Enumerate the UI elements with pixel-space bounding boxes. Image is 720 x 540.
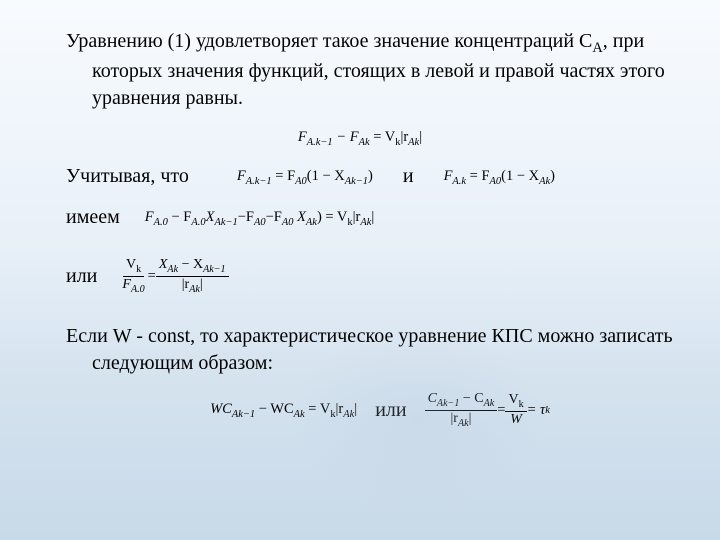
- we-have-line: имеем FA.0 − FA.0XAk−1−FA0−FA0 XAk) = Vk…: [40, 204, 680, 231]
- paragraph-1: Уравнению (1) удовлетворяет такое значен…: [40, 28, 680, 112]
- p2a: Учитывая, что: [66, 165, 189, 187]
- final-equation-row: WCAk−1 − WCAk = Vk|rAk| или CAk−1 − CAk …: [40, 391, 680, 429]
- p4: или: [66, 263, 97, 290]
- or-line-1: или Vk FA.0 = XAk − XAk−1 |rAk|: [40, 257, 680, 295]
- p3: имеем: [66, 206, 120, 228]
- p1-sub: А: [592, 40, 602, 56]
- equation-1: FA.k−1 − FAk = Vk|rAk|: [298, 129, 422, 148]
- p2and: и: [403, 165, 414, 187]
- considering-line: Учитывая, что FA.k−1 = FA0(1 − XAk−1) и …: [40, 163, 680, 190]
- frac-vk-fa0: Vk FA.0: [119, 257, 147, 295]
- equation-4: FA.0 − FA.0XAk−1−FA0−FA0 XAk) = Vk|rAk|: [145, 208, 375, 230]
- frac-x-diff: XAk − XAk−1 |rAk|: [156, 257, 229, 295]
- equation-3: FA.k = FA0(1 − XAk): [444, 167, 555, 189]
- equation-2: FA.k−1 = FA0(1 − XAk−1): [237, 167, 373, 189]
- frac-vk-w: Vk W: [505, 392, 526, 427]
- frac-c-diff: CAk−1 − CAk |rAk|: [425, 391, 498, 429]
- equation-6: WCAk−1 − WCAk = Vk|rAk|: [210, 401, 357, 420]
- paragraph-w-const: Если W - const, то характеристическое ур…: [40, 323, 680, 377]
- p6: или: [375, 399, 406, 422]
- equation-7: CAk−1 − CAk |rAk| = Vk W = τk: [425, 391, 550, 429]
- p5: Если W - const, то характеристическое ур…: [66, 325, 673, 374]
- p1-text-a: Уравнению (1) удовлетворяет такое значен…: [66, 30, 592, 52]
- equation-1-row: FA.k−1 − FAk = Vk|rAk|: [40, 126, 680, 149]
- equation-5: Vk FA.0 = XAk − XAk−1 |rAk|: [119, 257, 228, 295]
